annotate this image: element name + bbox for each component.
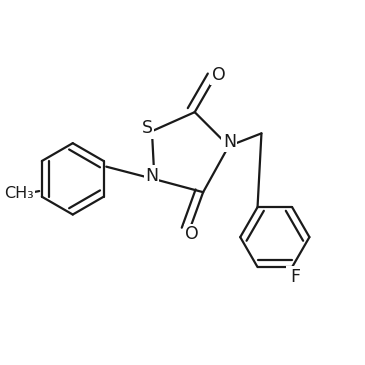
Text: O: O (211, 66, 225, 84)
Text: N: N (145, 166, 158, 185)
Text: O: O (185, 225, 199, 243)
Text: F: F (287, 267, 297, 285)
Text: S: S (142, 119, 153, 137)
Text: CH₃: CH₃ (4, 187, 34, 201)
Text: N: N (223, 133, 236, 151)
Text: F: F (290, 268, 300, 286)
